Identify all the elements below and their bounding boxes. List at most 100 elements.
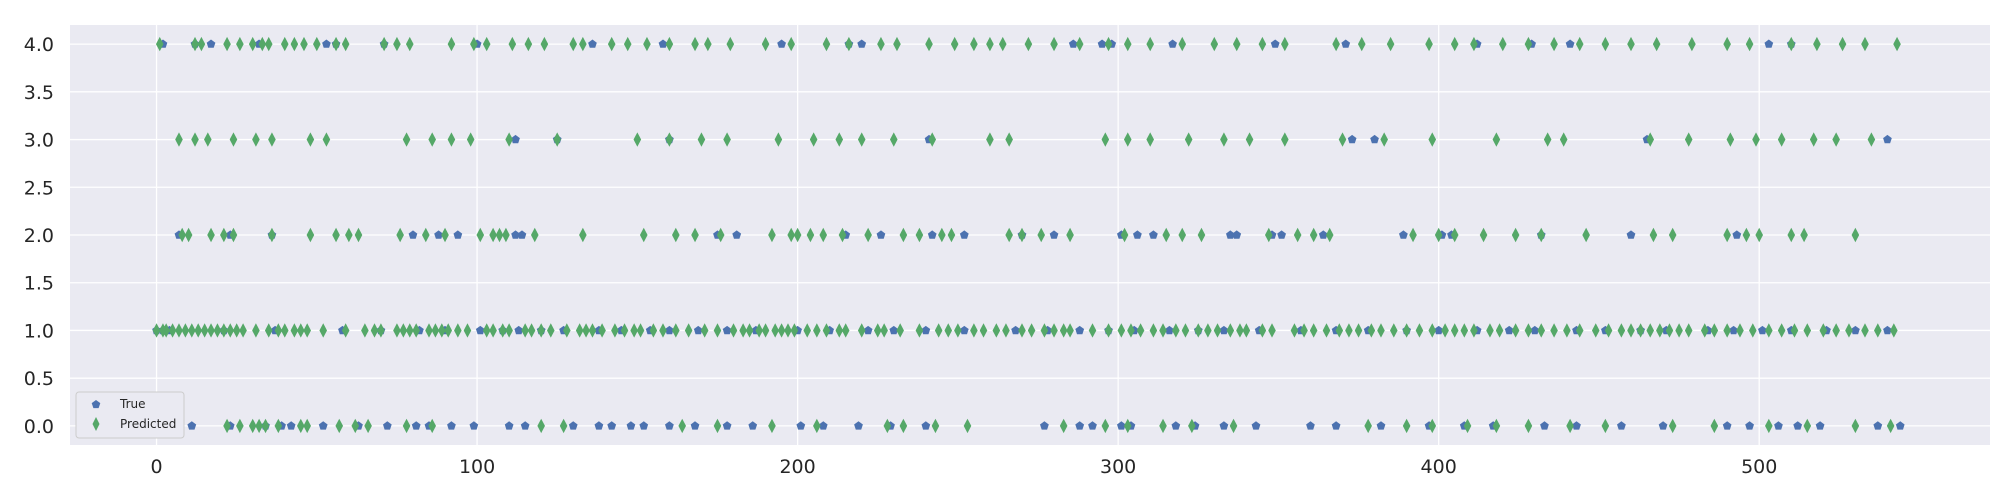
- point-predicted: [1495, 323, 1504, 338]
- point-predicted: [569, 36, 578, 52]
- point-true: [1040, 421, 1049, 430]
- point-true: [504, 421, 514, 430]
- point-predicted: [194, 323, 203, 338]
- point-predicted: [402, 418, 411, 434]
- point-predicted: [332, 227, 340, 243]
- point-predicted: [1652, 36, 1661, 52]
- point-predicted: [835, 323, 844, 338]
- point-predicted: [649, 323, 658, 338]
- point-predicted: [1867, 132, 1876, 147]
- point-true: [1219, 325, 1229, 335]
- point-predicted: [1755, 227, 1764, 243]
- point-predicted: [306, 227, 315, 243]
- point-predicted: [1402, 323, 1411, 338]
- point-predicted: [1809, 132, 1818, 147]
- point-predicted: [1765, 418, 1773, 434]
- point-true: [1088, 421, 1097, 430]
- point-predicted: [1357, 36, 1366, 52]
- point-predicted: [341, 323, 350, 338]
- point-predicted: [396, 227, 404, 243]
- point-predicted: [835, 132, 844, 147]
- point-true: [469, 421, 479, 430]
- point-predicted: [220, 323, 228, 338]
- point-predicted: [774, 132, 783, 147]
- point-predicted: [1723, 323, 1731, 338]
- series-predicted: [152, 36, 1901, 434]
- point-true: [1097, 39, 1107, 48]
- point-predicted: [364, 418, 372, 434]
- point-predicted: [1604, 323, 1613, 338]
- point-true: [626, 421, 636, 430]
- y-tick-label: 3.0: [24, 130, 54, 152]
- point-predicted: [226, 323, 235, 338]
- point-true: [1370, 134, 1379, 144]
- legend-marker-true: [91, 400, 101, 409]
- point-predicted: [248, 418, 257, 434]
- point-predicted: [755, 323, 763, 338]
- point-predicted: [1601, 36, 1610, 52]
- point-predicted: [168, 323, 177, 338]
- data-points: [152, 36, 1905, 434]
- point-predicted: [1688, 36, 1696, 52]
- point-true: [1270, 39, 1280, 48]
- point-predicted: [768, 418, 776, 434]
- point-predicted: [803, 323, 812, 338]
- point-predicted: [1290, 323, 1299, 338]
- point-predicted: [970, 323, 978, 338]
- point-predicted: [1627, 36, 1635, 52]
- point-true: [1399, 230, 1408, 239]
- point-predicted: [931, 418, 940, 434]
- point-predicted: [412, 323, 420, 338]
- point-true: [1793, 421, 1803, 430]
- point-predicted: [1559, 132, 1568, 147]
- point-predicted: [537, 418, 545, 434]
- point-predicted: [1524, 418, 1533, 434]
- point-predicted: [1752, 132, 1760, 147]
- point-true: [1745, 421, 1754, 430]
- point-true: [1722, 421, 1732, 430]
- point-predicted: [319, 323, 328, 338]
- point-predicted: [822, 36, 831, 52]
- point-true: [722, 325, 732, 335]
- point-predicted: [761, 36, 770, 52]
- point-true: [1168, 39, 1177, 48]
- point-true: [511, 230, 520, 239]
- point-predicted: [495, 227, 504, 243]
- point-predicted: [970, 36, 978, 52]
- point-predicted: [1309, 323, 1318, 338]
- point-predicted: [998, 36, 1007, 52]
- point-true: [1341, 39, 1351, 48]
- point-predicted: [726, 36, 735, 52]
- point-predicted: [377, 323, 385, 338]
- point-true: [1347, 134, 1357, 144]
- point-predicted: [1787, 36, 1796, 52]
- point-predicted: [1745, 36, 1754, 52]
- point-true: [1049, 230, 1059, 239]
- point-true: [517, 230, 527, 239]
- point-predicted: [1656, 323, 1664, 338]
- point-predicted: [1627, 323, 1635, 338]
- point-predicted: [588, 323, 597, 338]
- point-true: [1764, 39, 1774, 48]
- point-predicted: [454, 323, 462, 338]
- point-predicted: [1668, 227, 1677, 243]
- point-predicted: [1636, 323, 1645, 338]
- point-predicted: [1803, 323, 1812, 338]
- point-predicted: [393, 323, 401, 338]
- point-predicted: [184, 227, 193, 243]
- point-predicted: [466, 132, 475, 147]
- point-predicted: [838, 227, 847, 243]
- point-predicted: [1646, 323, 1655, 338]
- point-predicted: [1390, 323, 1398, 338]
- point-predicted: [1322, 323, 1331, 338]
- point-predicted: [280, 323, 289, 338]
- point-predicted: [1749, 323, 1757, 338]
- point-predicted: [1700, 323, 1709, 338]
- point-predicted: [793, 227, 802, 243]
- point-true: [1226, 230, 1235, 239]
- point-predicted: [633, 132, 642, 147]
- point-predicted: [498, 323, 507, 338]
- point-predicted: [220, 227, 228, 243]
- point-predicted: [1649, 227, 1658, 243]
- point-predicted: [1575, 36, 1584, 52]
